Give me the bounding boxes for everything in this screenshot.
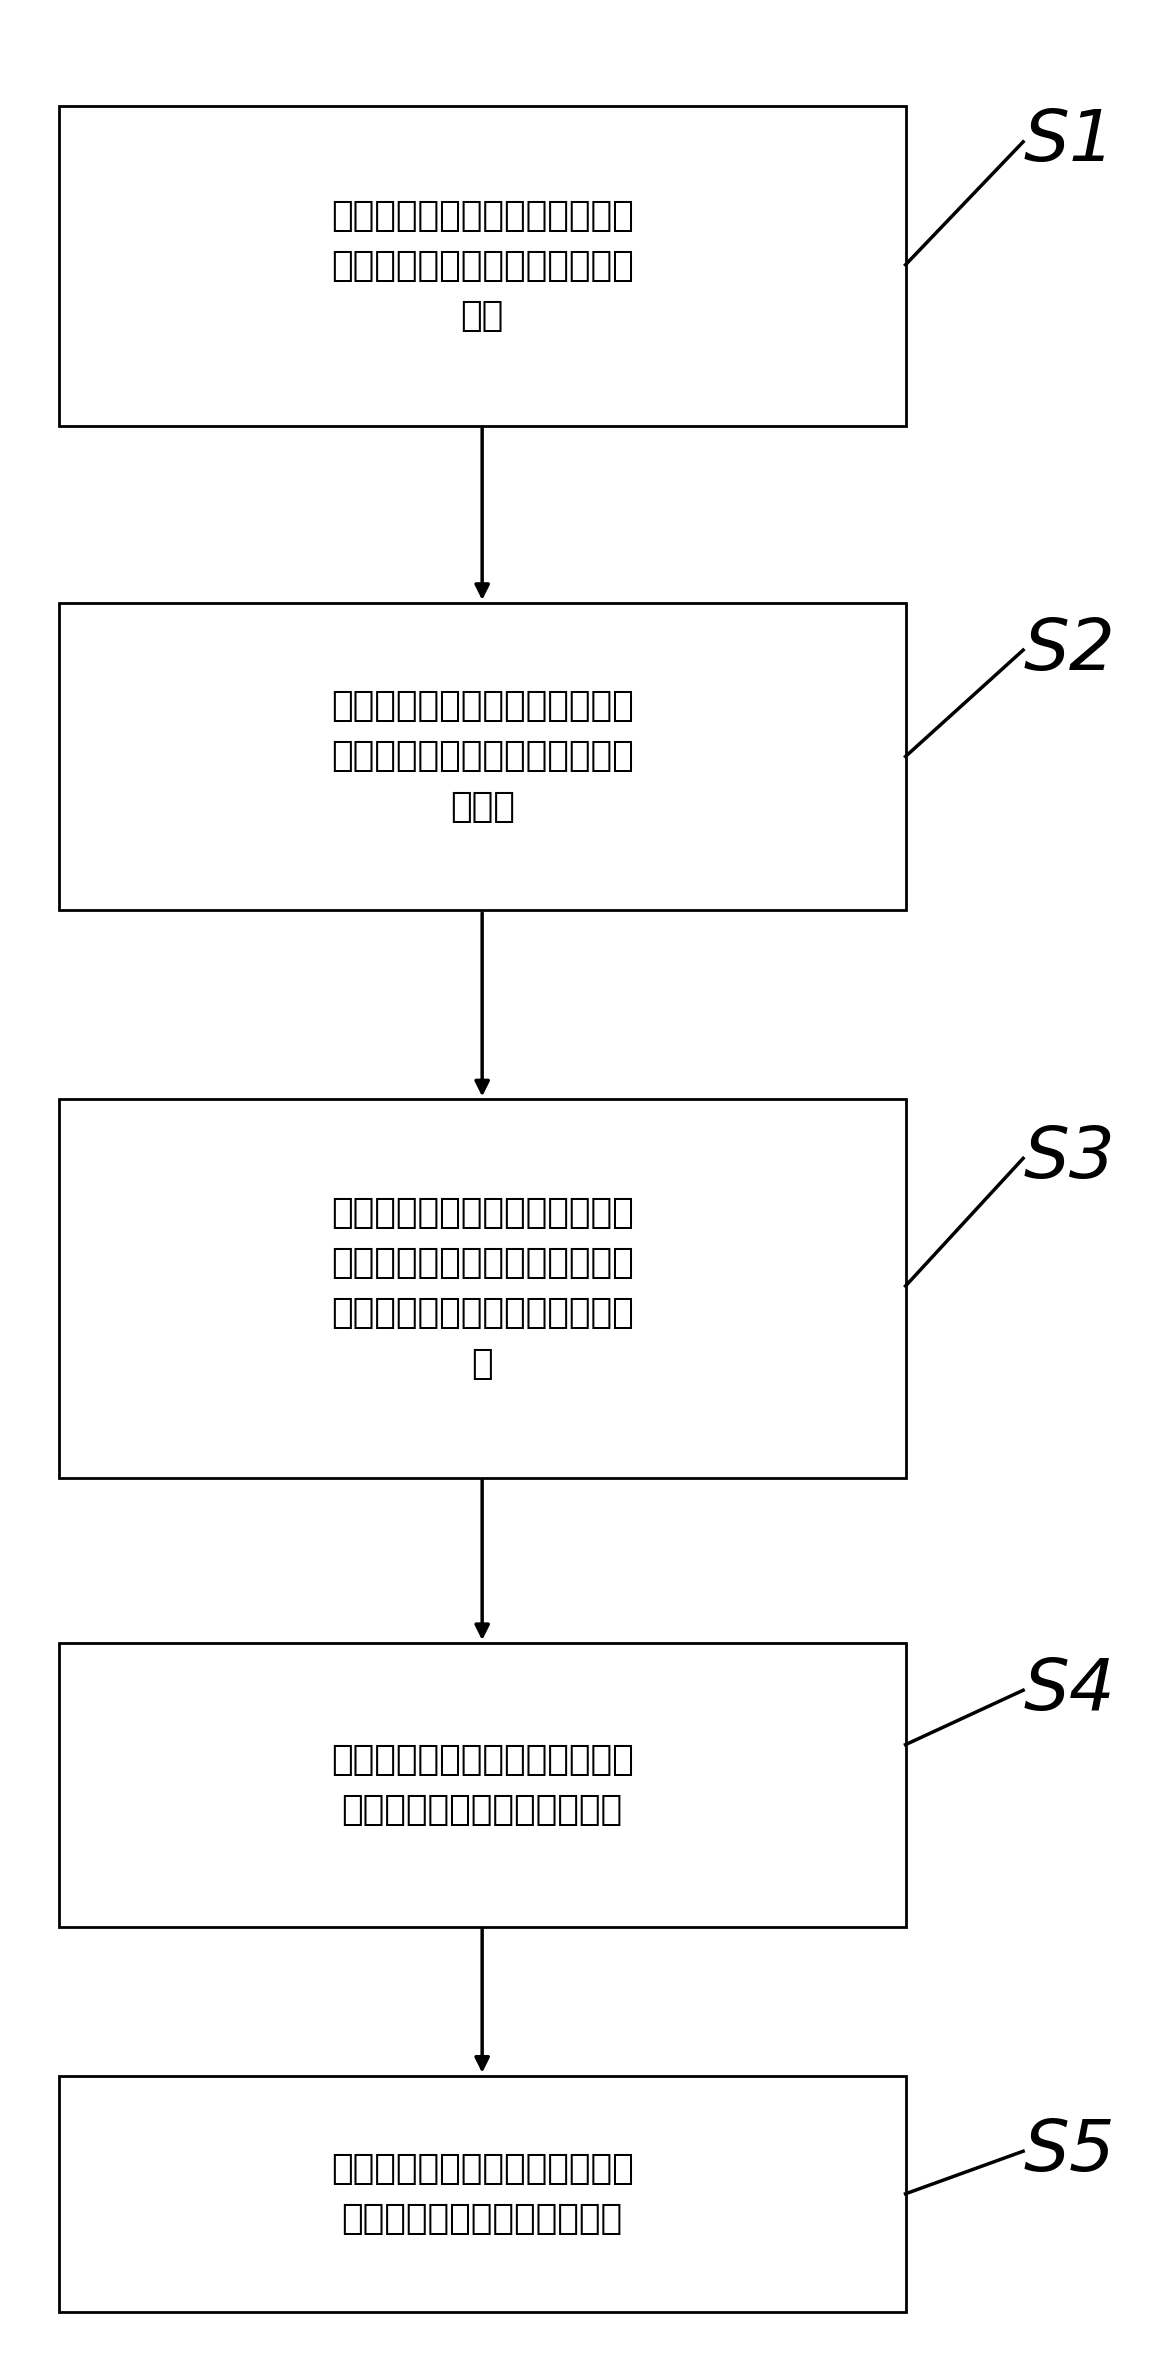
- Text: 风电功率历史误差结合最佳修正
量得到风电功率修正历史误差: 风电功率历史误差结合最佳修正 量得到风电功率修正历史误差: [330, 1742, 634, 1827]
- Bar: [59, 2076, 906, 2312]
- Text: 利用参数历史数据和传统风电功
率预测模型得到风电功率历史模
型值: 利用参数历史数据和传统风电功 率预测模型得到风电功率历史模 型值: [330, 199, 634, 333]
- Bar: [59, 1643, 906, 1927]
- Text: S3: S3: [1023, 1123, 1115, 1194]
- Text: S4: S4: [1023, 1655, 1115, 1726]
- Text: 根据风电功率历史模型值和风电
功率历史实测值得到风电功率历
史误差: 根据风电功率历史模型值和风电 功率历史实测值得到风电功率历 史误差: [330, 690, 634, 823]
- Bar: [59, 1099, 906, 1478]
- Text: S1: S1: [1023, 106, 1115, 177]
- Bar: [59, 603, 906, 910]
- Text: S2: S2: [1023, 615, 1115, 686]
- Text: S5: S5: [1023, 2116, 1115, 2187]
- Bar: [59, 106, 906, 426]
- Text: 使同一风场不同预测点的风电功
率历史误差的平均绝对值最小得
到风电功率历史误差的最佳修正
量: 使同一风场不同预测点的风电功 率历史误差的平均绝对值最小得 到风电功率历史误差的…: [330, 1196, 634, 1381]
- Text: 根据风电功率修正历史误差得到
储能配置容量和储能配置功率: 根据风电功率修正历史误差得到 储能配置容量和储能配置功率: [330, 2151, 634, 2236]
